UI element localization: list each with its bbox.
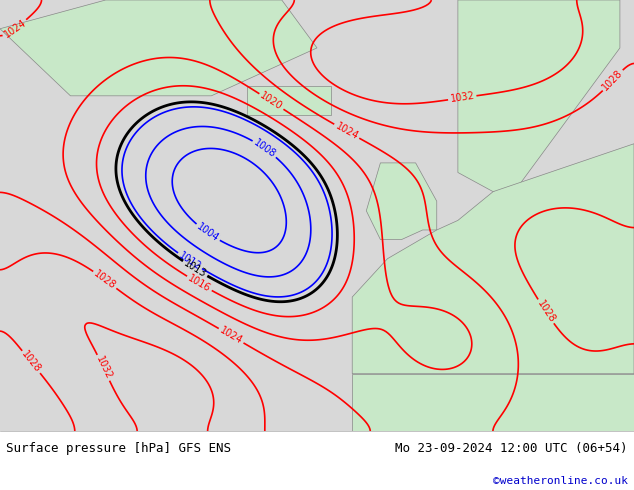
Text: Mo 23-09-2024 12:00 UTC (06+54): Mo 23-09-2024 12:00 UTC (06+54) (395, 442, 628, 455)
Polygon shape (458, 0, 620, 192)
Text: 1024: 1024 (2, 18, 28, 40)
Text: 1008: 1008 (252, 137, 278, 160)
Text: 1028: 1028 (92, 269, 118, 291)
Text: 1004: 1004 (195, 221, 221, 244)
Text: 1016: 1016 (186, 273, 212, 294)
Text: 1028: 1028 (600, 68, 625, 93)
Polygon shape (0, 0, 317, 96)
Text: 1024: 1024 (218, 325, 244, 346)
Text: 1028: 1028 (535, 298, 557, 324)
Text: 1032: 1032 (450, 91, 475, 104)
Polygon shape (353, 374, 634, 431)
Polygon shape (247, 86, 331, 115)
Text: ©weatheronline.co.uk: ©weatheronline.co.uk (493, 476, 628, 486)
Text: 1012: 1012 (177, 250, 203, 272)
Text: Surface pressure [hPa] GFS ENS: Surface pressure [hPa] GFS ENS (6, 442, 231, 455)
Text: 1024: 1024 (333, 121, 360, 142)
Polygon shape (353, 144, 634, 374)
Text: 1032: 1032 (94, 354, 113, 381)
Text: 1020: 1020 (258, 91, 285, 112)
Text: 1028: 1028 (20, 349, 42, 375)
Text: 1013: 1013 (182, 258, 208, 279)
Polygon shape (366, 163, 437, 240)
